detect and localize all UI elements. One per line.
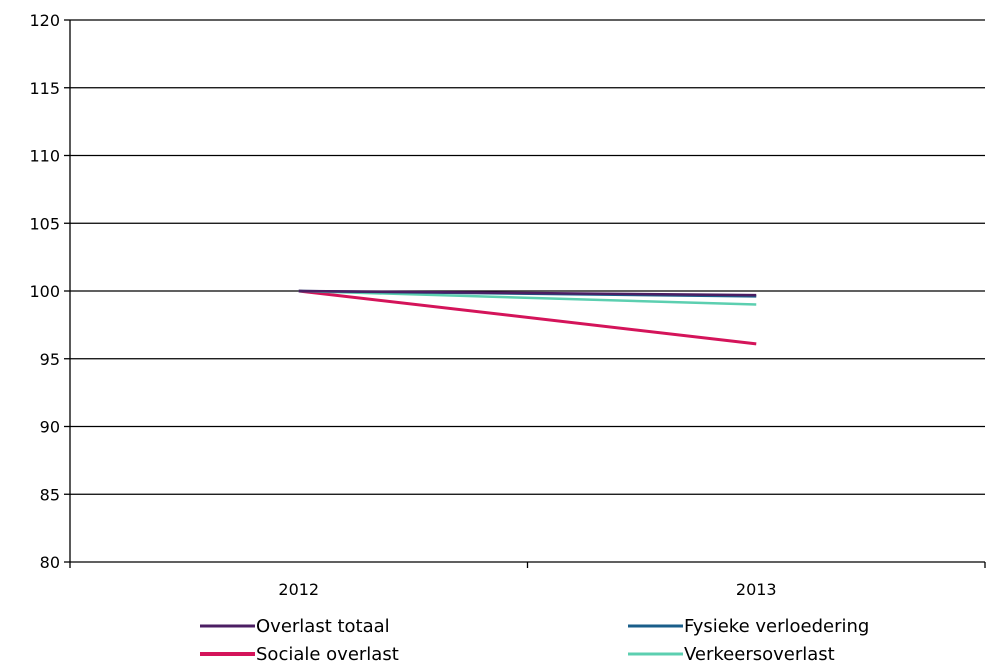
x-tick-labels: 2012 2013 xyxy=(278,580,776,599)
gridlines xyxy=(70,19,985,495)
y-tick-label: 115 xyxy=(29,79,60,98)
axes xyxy=(64,19,986,568)
y-tick-label: 110 xyxy=(29,147,60,166)
legend: Overlast totaal Fysieke verloedering Socia… xyxy=(200,616,869,665)
legend-label: Verkeersoverlast xyxy=(684,644,835,665)
legend-label: Overlast totaal xyxy=(256,616,390,637)
series-lines xyxy=(298,289,757,346)
x-tick-label: 2012 xyxy=(278,580,319,599)
y-tick-labels: 80 85 90 95 100 105 110 115 120 xyxy=(29,11,60,572)
y-tick-label: 95 xyxy=(40,350,60,369)
y-tick-label: 85 xyxy=(40,485,60,504)
legend-label: Fysieke verloedering xyxy=(684,616,869,637)
series-line-verkeersoverlast xyxy=(298,289,757,306)
y-tick-label: 105 xyxy=(29,214,60,233)
x-tick-label: 2013 xyxy=(736,580,777,599)
y-tick-label: 80 xyxy=(40,553,60,572)
legend-label: Sociale overlast xyxy=(256,644,399,665)
series-line-sociale-overlast xyxy=(298,289,757,346)
y-tick-label: 90 xyxy=(40,418,60,437)
y-tick-label: 120 xyxy=(29,11,60,30)
y-tick-label: 100 xyxy=(29,282,60,301)
series-line-overlast-totaal xyxy=(298,289,757,297)
